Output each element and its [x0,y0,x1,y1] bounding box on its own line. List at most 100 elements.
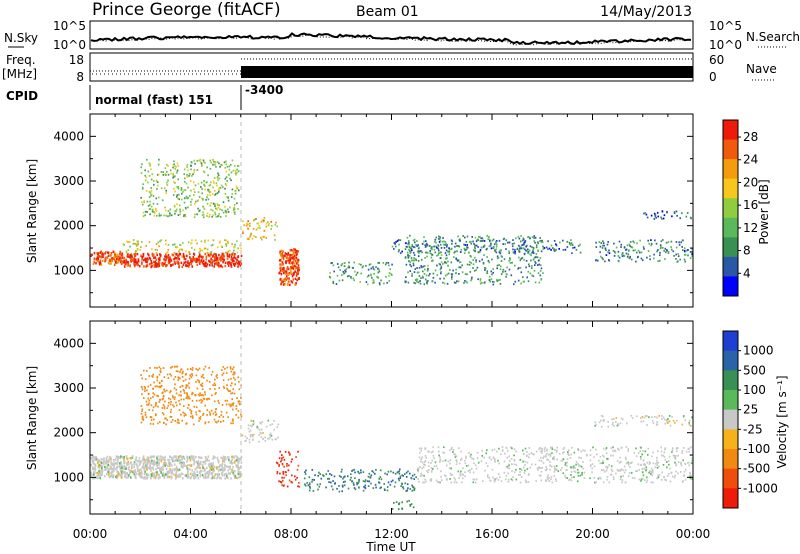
range-cell [217,469,220,472]
range-cell [164,459,166,462]
range-cell [375,469,377,471]
range-cell [90,463,92,467]
range-cell [386,473,388,476]
sky-tick-low: 10^0 [53,38,86,52]
range-cell [354,270,356,273]
range-cell [237,461,239,465]
range-cell [411,243,414,246]
range-cell [247,427,250,430]
range-cell [422,466,425,469]
range-cell [103,460,106,463]
range-cell [344,269,346,272]
range-cell [137,243,139,246]
range-cell [125,263,127,266]
range-cell [393,485,396,488]
range-cell [411,275,413,277]
range-cell [638,478,641,481]
range-cell [471,276,473,279]
range-cell [662,239,664,241]
range-cell [528,453,531,456]
range-cell [493,480,496,483]
range-cell [612,476,615,478]
range-cell [650,243,653,245]
range-cell [128,474,130,477]
range-cell [387,470,390,473]
range-cell [116,257,118,261]
range-cell [419,466,421,468]
range-cell [104,256,107,259]
range-cell [422,481,424,484]
range-cell [164,455,166,459]
range-cell [143,265,145,268]
y-tick-label: 4000 [53,336,84,350]
range-cell [691,252,693,254]
range-cell [386,489,389,492]
range-cell [425,251,428,254]
range-cell [270,220,273,223]
range-cell [165,174,167,176]
range-cell [625,252,628,255]
range-cell [164,206,166,209]
range-cell [183,412,186,415]
colorbar-segment [723,256,738,277]
range-cell [190,412,193,415]
range-cell [508,467,511,470]
range-cell [232,251,234,254]
range-cell [644,479,646,481]
range-cell [259,227,261,229]
range-cell [164,255,166,258]
range-cell [223,468,226,472]
range-cell [184,378,187,381]
range-cell [250,233,252,236]
range-cell [183,168,186,171]
range-cell [154,264,157,268]
range-cell [546,452,548,455]
range-cell [114,458,117,461]
range-cell [276,426,279,429]
range-cell [183,398,185,401]
range-cell [444,252,447,254]
range-cell [641,468,644,470]
range-cell [207,253,210,256]
range-cell [155,210,158,212]
range-cell [202,259,205,262]
range-cell [432,450,434,453]
range-cell [135,261,137,264]
range-cell [246,437,248,440]
range-cell [186,392,188,394]
range-cell [166,419,168,421]
range-cell [629,462,632,465]
range-cell [209,213,211,216]
range-cell [161,412,164,414]
range-cell [603,455,605,458]
range-cell [416,280,418,283]
range-cell [214,203,216,206]
range-cell [150,194,152,197]
range-cell [528,473,530,475]
range-cell [531,251,533,254]
range-cell [581,473,583,476]
range-cell [497,459,499,462]
range-cell [149,208,151,210]
range-cell [159,240,161,243]
range-cell [630,258,633,261]
range-cell [210,468,213,471]
range-cell [620,468,623,471]
range-cell [187,407,189,409]
range-cell [292,266,294,269]
range-cell [512,251,515,254]
range-cell [357,470,359,473]
range-cell [482,480,484,482]
range-cell [220,258,223,261]
range-cell [485,462,488,464]
range-cell [436,264,438,267]
range-cell [674,461,676,464]
range-cell [423,474,425,477]
range-cell [691,255,693,257]
range-cell [423,236,425,239]
range-cell [497,257,500,259]
range-cell [109,465,112,469]
range-cell [282,257,285,261]
range-cell [653,253,655,256]
range-cell [415,278,418,281]
